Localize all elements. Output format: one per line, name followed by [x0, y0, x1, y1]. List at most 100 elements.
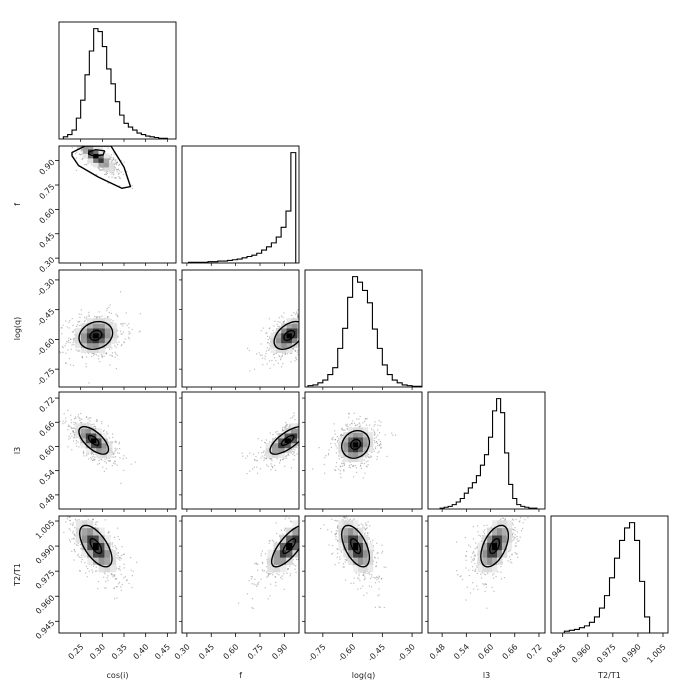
- sample-point: [295, 356, 297, 358]
- density-cell: [297, 323, 299, 329]
- sample-point: [112, 546, 114, 548]
- sample-point: [284, 518, 286, 520]
- sample-point: [116, 578, 118, 580]
- sample-point: [278, 327, 280, 329]
- sample-point: [289, 565, 291, 567]
- density-cell: [265, 447, 273, 453]
- sample-point: [310, 314, 311, 315]
- sample-point: [303, 330, 304, 331]
- sample-point: [74, 136, 75, 137]
- sample-point: [68, 510, 69, 511]
- density-cell: [86, 342, 94, 349]
- sample-point: [248, 349, 250, 352]
- density-cell: [286, 337, 293, 344]
- sample-point: [373, 549, 375, 551]
- sample-point: [380, 447, 382, 449]
- sample-point: [292, 558, 294, 561]
- sample-point: [303, 504, 304, 505]
- sample-point: [256, 466, 258, 468]
- density-cell: [80, 342, 88, 349]
- sample-point: [101, 356, 103, 358]
- sample-point: [123, 341, 125, 343]
- sample-point: [330, 446, 332, 448]
- sample-point: [291, 314, 293, 316]
- sample-point: [299, 444, 300, 445]
- density-cell: [362, 451, 369, 458]
- sample-point: [282, 352, 284, 354]
- sample-point: [337, 530, 339, 532]
- sample-point: [302, 326, 303, 327]
- sample-point: [323, 524, 325, 526]
- sample-point: [261, 452, 263, 454]
- sample-point: [79, 350, 81, 352]
- sample-point: [342, 456, 344, 458]
- sample-point: [290, 352, 293, 354]
- density-cell: [85, 442, 92, 449]
- sample-point: [301, 529, 302, 530]
- sample-point: [394, 434, 397, 436]
- sample-point: [112, 433, 114, 435]
- sample-point: [110, 159, 112, 161]
- sample-point: [311, 426, 312, 427]
- sample-point: [348, 464, 350, 466]
- sample-point: [284, 465, 286, 467]
- density-cell: [338, 527, 344, 536]
- sample-point: [80, 557, 82, 559]
- sample-point: [374, 446, 377, 448]
- sample-point: [92, 458, 95, 460]
- sample-point: [95, 524, 97, 526]
- density-cell: [273, 564, 281, 573]
- sample-point: [310, 330, 311, 331]
- density-cell: [110, 564, 117, 573]
- sample-point: [303, 335, 304, 336]
- sample-point: [292, 448, 294, 450]
- sample-point: [351, 420, 354, 422]
- sample-point: [358, 578, 360, 580]
- sample-point: [349, 424, 351, 426]
- sample-point: [314, 528, 315, 529]
- sample-point: [372, 545, 375, 547]
- sample-point: [97, 581, 100, 583]
- sample-point: [378, 451, 380, 453]
- sample-point: [366, 418, 368, 420]
- sample-point: [87, 352, 89, 354]
- sample-point: [95, 354, 98, 356]
- sample-point: [96, 419, 98, 421]
- sample-point: [294, 349, 296, 351]
- density-cell: [286, 542, 293, 551]
- sample-point: [328, 525, 329, 526]
- sample-point: [303, 336, 304, 337]
- sample-point: [128, 333, 130, 335]
- sample-point: [261, 569, 263, 571]
- sample-point: [257, 472, 259, 474]
- sample-point: [104, 519, 106, 521]
- sample-point: [302, 428, 303, 429]
- sample-point: [285, 425, 287, 427]
- density-cell: [98, 542, 105, 551]
- sample-point: [259, 468, 261, 470]
- sample-point: [75, 422, 77, 424]
- sample-point: [343, 517, 346, 519]
- density-cell: [348, 542, 354, 551]
- sample-point: [311, 552, 312, 553]
- sample-point: [311, 414, 312, 415]
- sample-point: [65, 362, 67, 364]
- sample-point: [302, 433, 303, 434]
- sample-point: [101, 423, 103, 425]
- sample-point: [64, 345, 66, 347]
- sample-point: [310, 430, 311, 431]
- sample-point: [374, 582, 376, 584]
- density-cell: [290, 428, 298, 434]
- sample-point: [257, 438, 259, 440]
- sample-point: [306, 333, 307, 334]
- sample-point: [130, 569, 132, 571]
- sample-point: [68, 497, 69, 498]
- sample-point: [111, 176, 113, 178]
- sample-point: [98, 460, 100, 462]
- sample-point: [73, 344, 75, 346]
- sample-point: [116, 161, 118, 163]
- sample-point: [307, 322, 308, 323]
- sample-point: [376, 542, 378, 544]
- density-cell: [98, 564, 105, 573]
- sample-point: [90, 163, 92, 165]
